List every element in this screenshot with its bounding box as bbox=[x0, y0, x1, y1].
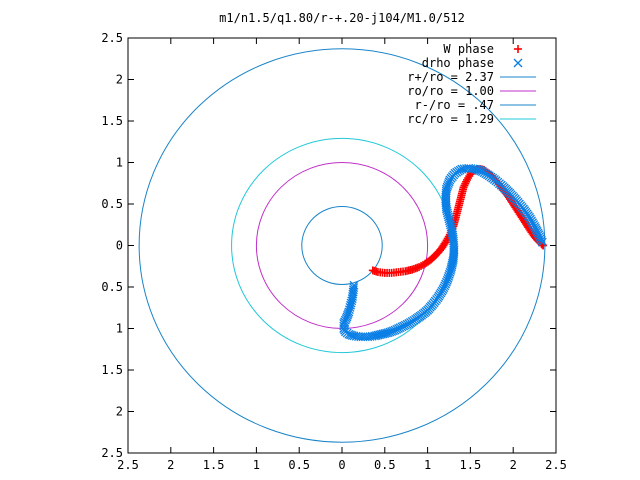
radius-circle bbox=[301, 205, 383, 286]
y-tick-label: 1.5 bbox=[101, 363, 123, 377]
x-tick-label: 1 bbox=[424, 458, 431, 472]
x-tick-label: 0.5 bbox=[288, 458, 310, 472]
drho-phase-point bbox=[537, 237, 547, 247]
chart-title: m1/n1.5/q1.80/r-+.20-j104/M1.0/512 bbox=[219, 11, 465, 25]
y-tick-label: 0 bbox=[116, 239, 123, 253]
drho-phase-point bbox=[370, 331, 379, 341]
y-tick-label: 1 bbox=[116, 322, 123, 336]
x-tick-label: 0.5 bbox=[374, 458, 396, 472]
drho-phase-point bbox=[536, 235, 546, 245]
radius-circle bbox=[255, 162, 429, 329]
x-tick-label: 2.5 bbox=[545, 458, 567, 472]
legend-marker bbox=[514, 45, 522, 53]
x-tick-label: 1 bbox=[253, 458, 260, 472]
y-tick-label: 2 bbox=[116, 73, 123, 87]
y-tick-label: 2 bbox=[116, 405, 123, 419]
axis-ticks: 2.5 2 1.5 1 0.5 0 0.5 1 1.5 2 2.52.521.510.500.511… bbox=[101, 31, 567, 472]
legend-label: ro/ro = 1.00 bbox=[407, 84, 494, 98]
drho-phase-point bbox=[380, 329, 390, 338]
legend-label: rc/ro = 1.29 bbox=[407, 112, 494, 126]
y-tick-label: 1 bbox=[116, 156, 123, 170]
y-tick-label: 0.5 bbox=[101, 197, 123, 211]
y-tick-label: 0.5 bbox=[101, 280, 123, 294]
y-tick-label: 2.5 bbox=[101, 446, 123, 460]
x-tick-label: 1.5 bbox=[460, 458, 482, 472]
drho-phase-point bbox=[373, 330, 383, 340]
drho-phase-point bbox=[378, 329, 388, 339]
legend-marker bbox=[513, 58, 523, 68]
x-tick-label: 0 bbox=[338, 458, 345, 472]
x-tick-label: 2.5 bbox=[117, 458, 139, 472]
drho-phase-point bbox=[375, 330, 385, 340]
legend-label: W phase bbox=[443, 42, 494, 56]
y-tick-label: 2.5 bbox=[101, 31, 123, 45]
y-tick-label: 1.5 bbox=[101, 114, 123, 128]
legend-label: drho phase bbox=[422, 56, 494, 70]
legend-label: r+/ro = 2.37 bbox=[407, 70, 494, 84]
phase-markers bbox=[339, 163, 548, 342]
drho-phase-point bbox=[376, 329, 386, 339]
x-tick-label: 2 bbox=[167, 458, 174, 472]
x-tick-label: 2 bbox=[510, 458, 517, 472]
legend-label: r-/ro = .47 bbox=[415, 98, 494, 112]
x-tick-label: 1.5 bbox=[203, 458, 225, 472]
drho-phase-point bbox=[371, 331, 381, 341]
